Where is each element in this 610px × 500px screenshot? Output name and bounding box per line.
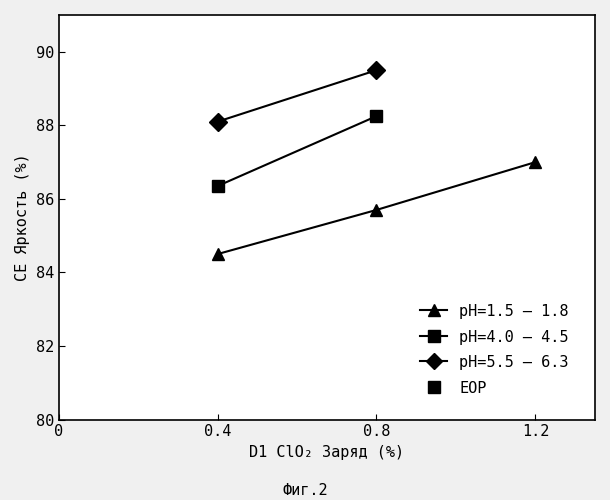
Legend: pH=1.5 – 1.8, pH=4.0 – 4.5, pH=5.5 – 6.3, EOP: pH=1.5 – 1.8, pH=4.0 – 4.5, pH=5.5 – 6.3…: [412, 296, 576, 404]
Text: Фиг.2: Фиг.2: [282, 483, 328, 498]
Y-axis label: CE Яркость (%): CE Яркость (%): [15, 154, 30, 281]
X-axis label: D1 ClO₂ Заряд (%): D1 ClO₂ Заряд (%): [249, 445, 404, 460]
